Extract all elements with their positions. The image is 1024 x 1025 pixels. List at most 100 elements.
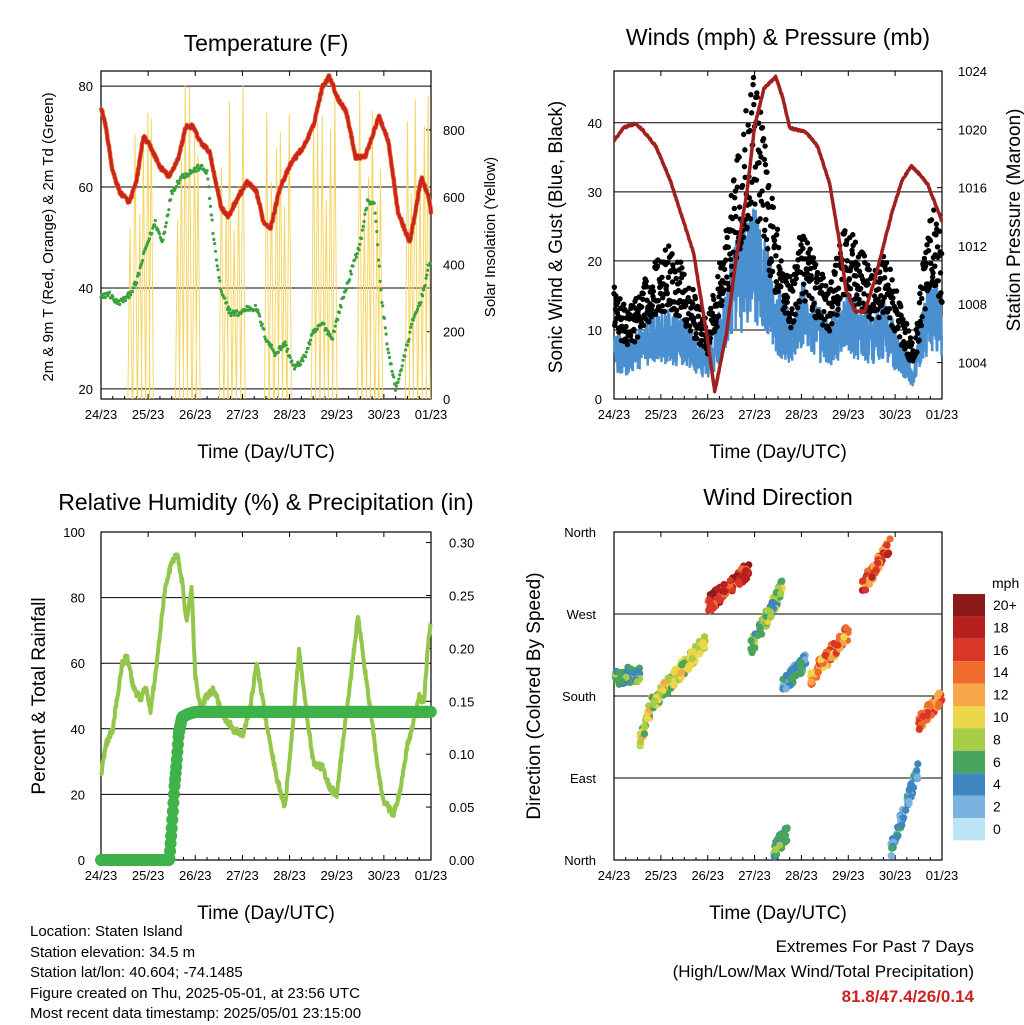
- dewpoint-point: [351, 264, 355, 268]
- dewpoint-point: [404, 348, 408, 352]
- dewpoint-point: [389, 362, 393, 366]
- x-tick-label: 29/23: [832, 868, 865, 883]
- colorbar-label: 10: [993, 709, 1009, 725]
- dewpoint-point: [207, 185, 211, 189]
- wind-direction-point: [919, 712, 927, 720]
- y-tick-label: 20: [588, 254, 602, 269]
- gust-point: [878, 302, 885, 309]
- winds-x-label: Time (Day/UTC): [709, 442, 847, 463]
- y-tick-label: 60: [79, 180, 93, 195]
- gust-point: [764, 246, 771, 252]
- gust-point: [756, 192, 763, 198]
- gust-point: [687, 328, 694, 334]
- dewpoint-point: [337, 310, 342, 315]
- wind-direction-point: [696, 649, 704, 658]
- gust-point: [837, 295, 843, 301]
- gust-point: [922, 306, 928, 312]
- dewpoint-point: [354, 255, 359, 259]
- gust-point: [627, 333, 634, 339]
- gust-point: [762, 143, 768, 149]
- temperature-panel: Temperature (F) 2m & 9m T (Red, Orange) …: [40, 30, 499, 463]
- dewpoint-point: [164, 221, 168, 225]
- dewpoint-point: [125, 293, 129, 298]
- y2-tick-label: 0.15: [449, 694, 474, 709]
- x-tick-label: 26/23: [179, 868, 212, 883]
- gust-point: [927, 238, 934, 244]
- gust-point: [907, 335, 914, 341]
- gust-point: [747, 216, 754, 222]
- dewpoint-point: [253, 303, 258, 308]
- dewpoint-point: [101, 295, 105, 300]
- wind-direction-point: [783, 837, 791, 845]
- y-tick-label: 10: [588, 323, 602, 338]
- station-pressure-line: [612, 74, 944, 394]
- colorbar-swatch: [953, 683, 985, 706]
- plot-frame: [100, 531, 432, 861]
- gust-point: [733, 213, 739, 220]
- dewpoint-point: [387, 355, 392, 360]
- dewpoint-point: [377, 264, 381, 268]
- dewpoint-point: [407, 337, 411, 341]
- y-tick-label: 40: [588, 116, 602, 131]
- gust-point: [640, 296, 646, 303]
- dewpoint-point: [276, 350, 280, 354]
- wind-direction-point: [905, 797, 913, 805]
- dewpoint-point: [130, 290, 134, 294]
- gust-point: [784, 294, 791, 301]
- dewpoint-point: [195, 166, 199, 170]
- dewpoint-point: [393, 388, 398, 392]
- gust-point: [757, 216, 763, 222]
- dewpoint-point: [409, 325, 413, 329]
- dewpoint-point: [382, 316, 387, 320]
- gust-point: [861, 291, 867, 297]
- dewpoint-point: [181, 172, 185, 177]
- gust-point: [881, 294, 887, 301]
- gust-point: [871, 293, 878, 299]
- gust-point: [659, 302, 666, 309]
- dewpoint-point: [405, 343, 409, 347]
- gust-point: [759, 188, 765, 194]
- dewpoint-point: [163, 224, 168, 229]
- colorbar-label: 8: [993, 731, 1001, 747]
- dewpoint-point: [308, 342, 312, 346]
- dewpoint-point: [161, 238, 165, 242]
- colorbar-label: 20+: [993, 597, 1017, 613]
- dewpoint-point: [209, 213, 213, 217]
- dewpoint-point: [411, 318, 415, 322]
- gust-point: [771, 237, 778, 244]
- gust-point: [665, 259, 671, 266]
- gust-point: [932, 282, 939, 288]
- gust-point: [916, 337, 922, 343]
- dewpoint-point: [331, 337, 335, 341]
- gust-point: [731, 177, 737, 183]
- gust-point: [933, 221, 940, 227]
- dewpoint-point: [129, 293, 133, 297]
- y-tick-label: 20: [79, 382, 93, 397]
- gust-point: [678, 259, 684, 265]
- gust-point: [764, 169, 770, 175]
- x-tick-label: 30/23: [368, 868, 401, 883]
- gust-point: [761, 227, 768, 234]
- gust-point: [932, 263, 938, 269]
- wind-direction-point: [756, 623, 764, 631]
- gust-point: [659, 274, 665, 280]
- dewpoint-point: [140, 261, 144, 265]
- gust-point: [846, 275, 853, 282]
- gust-point: [788, 324, 794, 331]
- gust-point: [895, 324, 901, 330]
- gust-point: [847, 285, 854, 292]
- gust-point: [853, 273, 859, 279]
- gust-point: [792, 311, 799, 318]
- gust-point: [742, 147, 748, 153]
- x-tick-label: 27/23: [738, 407, 771, 422]
- gust-point: [852, 239, 859, 245]
- gust-point: [711, 296, 717, 303]
- dewpoint-point: [336, 317, 340, 322]
- gust-point: [782, 304, 788, 310]
- gust-point: [923, 260, 929, 267]
- wind-direction-point: [900, 813, 908, 822]
- gust-point: [930, 270, 936, 276]
- gust-point: [883, 259, 890, 266]
- y2-tick-label: 1012: [958, 239, 987, 254]
- wind-direction-point: [716, 596, 724, 604]
